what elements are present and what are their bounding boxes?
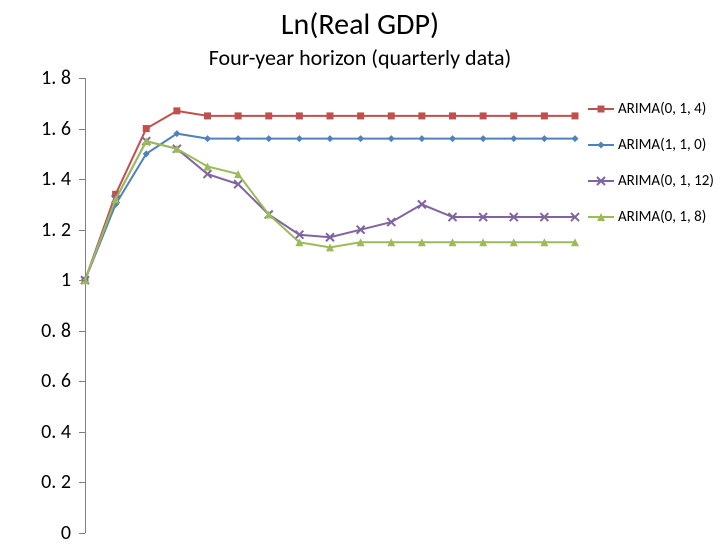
series-line [85, 141, 575, 280]
series-marker [572, 112, 579, 119]
series-marker [480, 135, 487, 142]
chart-title: Ln(Real GDP) [0, 6, 720, 43]
y-tick-mark [79, 230, 85, 231]
y-tick-label: 0. 2 [23, 470, 71, 494]
series-marker [449, 135, 456, 142]
series-marker [265, 112, 272, 119]
y-tick-label: 1. 4 [23, 167, 71, 191]
series-marker [572, 135, 579, 142]
legend-label: ARIMA(0, 1, 4) [618, 100, 706, 118]
y-tick-label: 1. 8 [23, 66, 71, 90]
series-marker [388, 112, 395, 119]
chart-canvas: Ln(Real GDP) Four-year horizon (quarterl… [0, 0, 720, 540]
legend-label: ARIMA(1, 1, 0) [618, 136, 706, 154]
series-marker [541, 135, 548, 142]
y-tick-label: 0 [23, 521, 71, 545]
y-tick-mark [79, 533, 85, 534]
y-tick-label: 1. 6 [23, 117, 71, 141]
legend-item: ARIMA(0, 1, 8) [588, 208, 714, 226]
y-tick-mark [79, 331, 85, 332]
series-marker [388, 135, 395, 142]
series-marker [327, 135, 334, 142]
legend-label: ARIMA(0, 1, 8) [618, 208, 706, 226]
series-marker [143, 125, 150, 132]
series-marker [449, 112, 456, 119]
series-marker [418, 135, 425, 142]
legend: ARIMA(0, 1, 4) ARIMA(1, 1, 0) ARIMA(0, 1, … [588, 100, 714, 244]
series-marker [357, 112, 364, 119]
series-marker [357, 135, 364, 142]
chart-subtitle: Four-year horizon (quarterly data) [0, 44, 720, 71]
plot-area [85, 78, 575, 533]
legend-label: ARIMA(0, 1, 12) [618, 172, 714, 190]
y-tick-mark [79, 179, 85, 180]
series-marker [296, 135, 303, 142]
series-marker [173, 107, 180, 114]
legend-swatch [588, 138, 614, 152]
y-tick-mark [79, 381, 85, 382]
series-marker [235, 135, 242, 142]
y-tick-mark [79, 78, 85, 79]
y-tick-mark [79, 129, 85, 130]
legend-item: ARIMA(1, 1, 0) [588, 136, 714, 154]
y-tick-label: 0. 4 [23, 420, 71, 444]
series-marker [204, 112, 211, 119]
y-tick-label: 0. 8 [23, 319, 71, 343]
y-tick-label: 1. 2 [23, 218, 71, 242]
series-marker [510, 112, 517, 119]
series-marker [235, 112, 242, 119]
y-tick-label: 1 [23, 268, 71, 292]
series-marker [327, 112, 334, 119]
legend-swatch [588, 210, 614, 224]
series-marker [418, 112, 425, 119]
legend-swatch [588, 174, 614, 188]
y-tick-mark [79, 482, 85, 483]
series-marker [541, 112, 548, 119]
series-marker [480, 112, 487, 119]
legend-item: ARIMA(0, 1, 12) [588, 172, 714, 190]
series-marker [418, 200, 426, 208]
y-tick-label: 0. 6 [23, 369, 71, 393]
series-marker [204, 135, 211, 142]
series-marker [265, 135, 272, 142]
legend-swatch [588, 102, 614, 116]
series-line [85, 134, 575, 281]
series-marker [296, 112, 303, 119]
y-tick-mark [79, 432, 85, 433]
series-marker [510, 135, 517, 142]
series-svg [85, 78, 575, 533]
series-line [85, 141, 575, 280]
legend-item: ARIMA(0, 1, 4) [588, 100, 714, 118]
y-tick-mark [79, 280, 85, 281]
